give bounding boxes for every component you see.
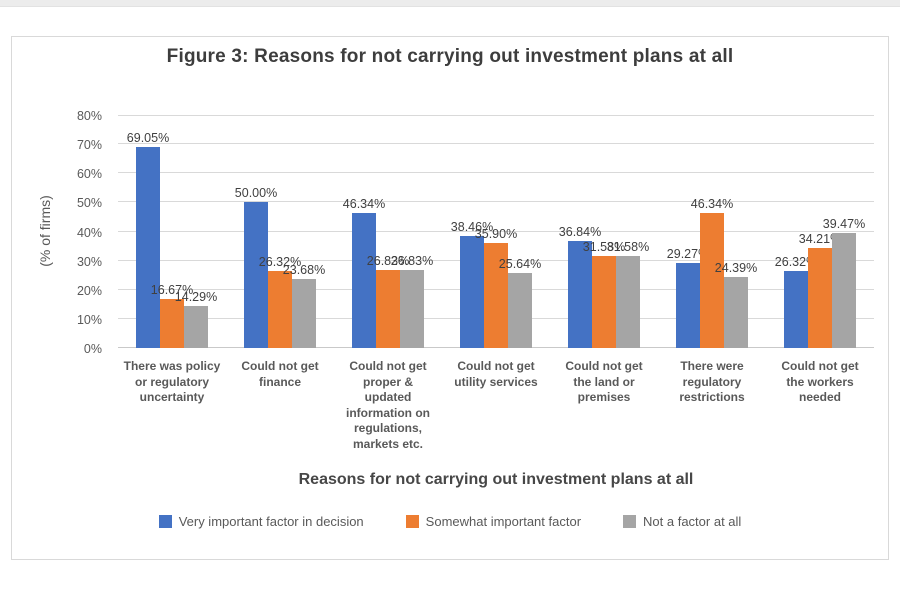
bar: 31.58% xyxy=(583,240,625,348)
bar: 46.34% xyxy=(343,197,385,348)
legend-swatch-icon xyxy=(405,515,419,528)
bar-value-label: 69.05% xyxy=(126,130,170,145)
y-tick-label: 40% xyxy=(76,225,102,240)
category-label: There were regulatory restrictions xyxy=(679,359,745,405)
bar-group: 46.34% 26.83% 26.83% xyxy=(334,115,442,348)
bar-group: 69.05% 16.67% 14.29% xyxy=(118,115,226,348)
bar: 38.46% xyxy=(451,220,493,348)
bar-value-label: 26.83% xyxy=(366,253,410,268)
bar: 24.39% xyxy=(715,261,757,348)
bar: 25.64% xyxy=(499,257,541,348)
y-tick-label: 80% xyxy=(76,109,102,123)
bar-value-label: 16.67% xyxy=(150,283,194,298)
y-tick-label: 20% xyxy=(76,283,102,298)
gridline xyxy=(118,201,874,203)
figure-border: Figure 3: Reasons for not carrying out i… xyxy=(11,36,889,560)
y-tick-label: 0% xyxy=(83,342,102,356)
bar: 35.90% xyxy=(475,227,517,348)
bar-value-label: 23.68% xyxy=(282,263,326,278)
y-tick-label: 50% xyxy=(76,196,102,211)
bar: 26.32% xyxy=(259,255,301,348)
bar: 16.67% xyxy=(151,283,193,348)
y-tick-label: 70% xyxy=(76,138,102,153)
x-axis-category-labels: There was policy or regulatory uncertain… xyxy=(118,359,874,453)
bar-value-label: 26.32% xyxy=(774,255,818,270)
legend-swatch-icon xyxy=(623,515,637,528)
legend-label: Not a factor at all xyxy=(643,514,742,529)
bar-value-label: 25.64% xyxy=(498,257,542,272)
bar-value-label: 24.39% xyxy=(714,260,758,275)
legend-swatch-icon xyxy=(158,515,172,528)
legend-item: Very important factor in decision xyxy=(158,514,364,529)
bar-group: 38.46% 35.90% 25.64% xyxy=(442,115,550,348)
bar-value-label: 39.47% xyxy=(822,217,866,232)
bar-value-label: 36.84% xyxy=(558,224,602,239)
bar: 26.32% xyxy=(775,255,817,348)
bar: 50.00% xyxy=(235,186,277,348)
bar-value-label: 26.83% xyxy=(390,253,434,268)
bar-value-label: 46.34% xyxy=(690,197,734,212)
bar-group: 26.32% 34.21% 39.47% xyxy=(766,115,874,348)
bar-value-label: 46.34% xyxy=(342,197,386,212)
legend-item: Not a factor at all xyxy=(623,514,741,529)
bar: 23.68% xyxy=(283,263,325,348)
plot-area: 69.05% 16.67% 14.29% 50.00% 26.32% 23.68% 46.3… xyxy=(118,115,874,348)
gridline xyxy=(118,143,874,145)
category-label: There was policy or regulatory uncertain… xyxy=(123,359,221,405)
legend-label: Somewhat important factor xyxy=(425,514,582,529)
bar-value-label: 31.58% xyxy=(606,240,650,255)
bar-value-label: 38.46% xyxy=(450,220,494,234)
category-label: Could not get proper & updated informati… xyxy=(346,359,430,451)
bar: 26.83% xyxy=(391,254,433,348)
category-label: Could not get the land or premises xyxy=(565,359,643,405)
legend-item: Somewhat important factor xyxy=(405,514,582,529)
bar-group: 29.27% 46.34% 24.39% xyxy=(658,115,766,348)
y-tick-label: 10% xyxy=(76,312,102,327)
bar: 34.21% xyxy=(799,232,841,348)
bar: 14.29% xyxy=(175,290,217,348)
bar: 46.34% xyxy=(691,197,733,348)
bar-group: 50.00% 26.32% 23.68% xyxy=(226,115,334,348)
bar-group: 36.84% 31.58% 31.58% xyxy=(550,115,658,348)
bar: 31.58% xyxy=(607,240,649,348)
gridline xyxy=(118,230,874,232)
legend-label: Very important factor in decision xyxy=(178,514,364,529)
x-axis-title: Reasons for not carrying out investment … xyxy=(298,471,694,488)
bar: 36.84% xyxy=(559,225,601,348)
bar-value-label: 26.32% xyxy=(258,255,302,270)
bar: 39.47% xyxy=(823,217,865,348)
bar: 69.05% xyxy=(127,131,169,348)
bar-value-label: 34.21% xyxy=(798,232,842,247)
gridline xyxy=(118,172,874,174)
bar-value-label: 35.90% xyxy=(474,227,518,242)
bar-value-label: 31.58% xyxy=(582,240,626,255)
gridline xyxy=(118,115,874,116)
bar: 26.83% xyxy=(367,254,409,348)
chart-title: Figure 3: Reasons for not carrying out i… xyxy=(166,46,734,67)
bar-value-label: 50.00% xyxy=(234,186,278,201)
y-tick-label: 60% xyxy=(76,167,102,182)
y-axis-ticks: 0% 10% 20% 30% 40% 50% 60% 70% 80% xyxy=(12,109,110,356)
y-tick-label: 30% xyxy=(76,254,102,269)
category-label: Could not get the workers needed xyxy=(781,359,859,405)
bar-value-label: 14.29% xyxy=(174,290,218,305)
page-top-edge xyxy=(0,0,900,7)
legend: Very important factor in decision Somewha… xyxy=(12,514,888,529)
category-label: Could not get utility services xyxy=(454,359,538,389)
bar-value-label: 29.27% xyxy=(666,246,710,261)
category-label: Could not get finance xyxy=(241,359,319,389)
bar: 29.27% xyxy=(667,247,709,348)
